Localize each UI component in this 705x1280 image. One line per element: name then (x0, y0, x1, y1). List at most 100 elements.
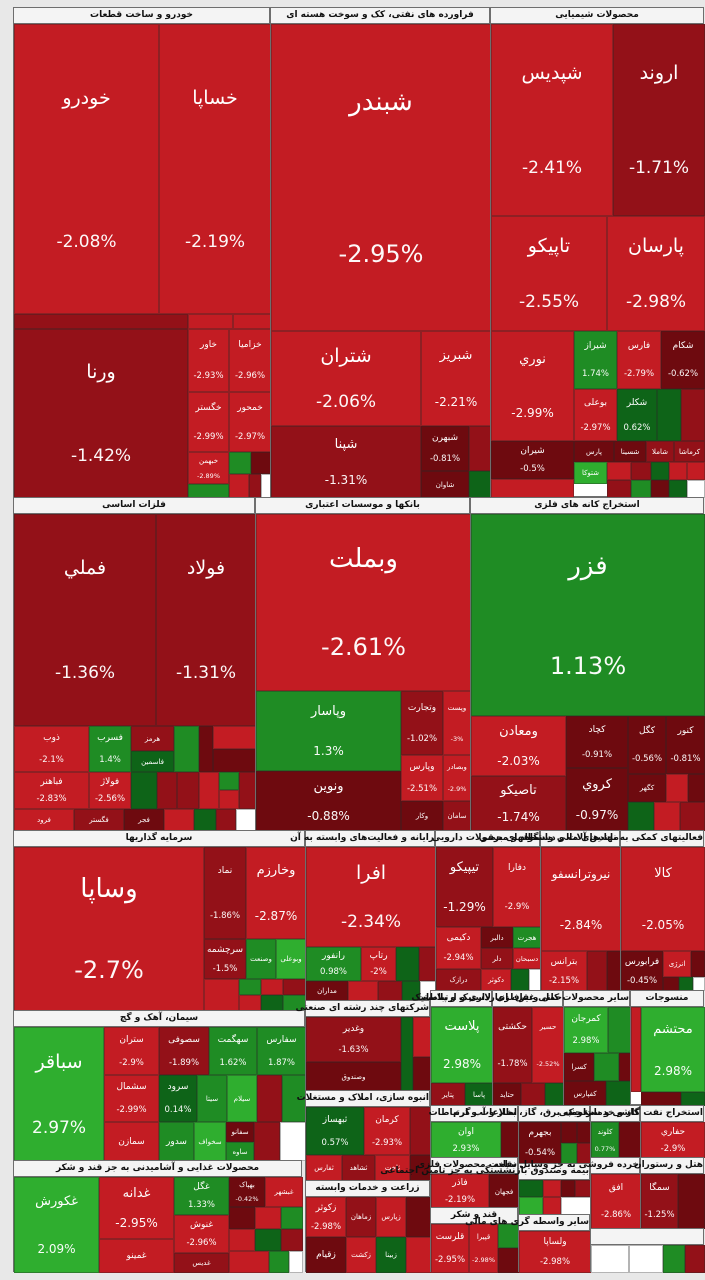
tile[interactable] (491, 479, 574, 498)
tile[interactable] (687, 462, 705, 480)
tile[interactable] (607, 462, 631, 480)
tile-غکورش[interactable]: غکورش 2.09% (14, 1177, 99, 1273)
tile-خاور[interactable]: خاور -2.93% (188, 329, 229, 392)
tile-شکلر[interactable]: شکلر 0.62% (617, 389, 657, 441)
tile-وامید[interactable] (413, 1017, 431, 1057)
tile-فملي[interactable]: فملي -1.36% (14, 514, 156, 726)
tile-سامان[interactable]: سامان (443, 801, 471, 831)
tile-دکیمی[interactable]: دکیمی -2.94% (436, 927, 481, 969)
tile-ثفارس[interactable]: ثفارس (306, 1155, 342, 1181)
tile-شیران[interactable]: شیران -0.5% (491, 441, 574, 479)
tile-غنوش[interactable]: غنوش -2.96% (174, 1215, 229, 1253)
tile-سباقر[interactable]: سباقر 2.97% (14, 1027, 104, 1161)
tile-کحافظ[interactable] (619, 1122, 641, 1158)
tile-ثامید[interactable] (410, 1107, 431, 1155)
tile-وتجارت[interactable]: وتجارت -1.02% (401, 691, 443, 755)
tile-دفارا[interactable]: دفارا -2.9% (493, 847, 541, 927)
tile[interactable] (289, 1251, 303, 1273)
tile-بکاب[interactable] (607, 951, 621, 991)
tile-افق[interactable]: افق -2.86% (591, 1174, 641, 1229)
tile[interactable] (239, 979, 261, 995)
tile-کهمدا[interactable] (594, 1053, 619, 1081)
tile[interactable] (188, 314, 233, 329)
tile-ثبهساز[interactable]: ثبهساز 0.57% (306, 1107, 364, 1155)
tile-فنوال[interactable] (131, 772, 157, 809)
tile[interactable] (219, 790, 239, 809)
tile-خودرو[interactable]: خودرو -2.08% (14, 24, 159, 314)
tile-حتاید[interactable]: حتاید (493, 1083, 521, 1106)
tile-تاصیکو[interactable]: تاصیکو -1.74% (471, 776, 566, 831)
tile-سصوفی[interactable]: سصوفی -1.89% (159, 1027, 209, 1075)
tile-شپدیس[interactable]: شپدیس -2.41% (491, 24, 613, 216)
tile-فجر[interactable]: فجر (124, 809, 164, 831)
tile-وبملت[interactable]: وبملت -2.61% (256, 514, 471, 691)
tile-بهپاک[interactable]: بهپاک -0.42% (229, 1177, 265, 1207)
tile-دتماد[interactable] (511, 969, 529, 991)
tile-آسیا[interactable] (575, 1180, 591, 1197)
tile-سرچشمه[interactable]: سرچشمه -1.5% (204, 939, 246, 979)
tile-شپنا[interactable]: شپنا -1.31% (271, 426, 421, 498)
tile-فسپا[interactable] (157, 772, 177, 809)
tile[interactable] (204, 979, 239, 1011)
tile-دلر[interactable]: دلر (481, 948, 513, 969)
tile-های وب[interactable] (501, 1122, 519, 1158)
tile-وپست[interactable]: وپست -3% (443, 691, 471, 755)
tile[interactable] (281, 1229, 303, 1251)
tile-ثاخت[interactable]: ثاخت (375, 1155, 410, 1181)
tile-گکوثر[interactable] (678, 1174, 705, 1229)
tile[interactable] (654, 802, 680, 831)
tile-قلرست[interactable]: قلرست -2.95% (431, 1224, 469, 1273)
tile-فزر[interactable]: فزر 1.13% (471, 514, 705, 716)
tile-وپارس[interactable]: وپارس -2.51% (401, 755, 443, 801)
tile[interactable] (251, 452, 271, 474)
tile-بترانس[interactable]: بترانس -2.15% (541, 951, 587, 991)
tile[interactable] (651, 462, 669, 480)
tile-سپ[interactable] (396, 947, 419, 981)
tile-سهگمت[interactable]: سهگمت 1.62% (209, 1027, 257, 1075)
tile-سشمال[interactable]: سشمال -2.99% (104, 1075, 159, 1122)
tile-زکوثر[interactable]: زکوثر -2.98% (306, 1197, 346, 1237)
tile-شبهرن[interactable]: شبهرن -0.81% (421, 426, 469, 471)
tile[interactable] (213, 726, 256, 749)
tile[interactable] (663, 977, 679, 991)
tile-بموتو[interactable] (587, 951, 607, 991)
tile-ورنا[interactable]: ورنا -1.42% (14, 329, 188, 498)
tile-وپاسار[interactable]: وپاسار 1.3% (256, 691, 401, 771)
tile-ومعادن[interactable]: ومعادن -2.03% (471, 716, 566, 776)
tile[interactable] (378, 981, 402, 1001)
tile-شکام[interactable]: شکام -0.62% (661, 331, 705, 389)
tile-غگل[interactable]: غگل 1.33% (174, 1177, 229, 1215)
tile-زشریف[interactable] (406, 1197, 431, 1237)
tile-پلاست[interactable]: پلاست 2.98% (431, 1007, 493, 1083)
tile-تیپیکو[interactable]: تیپیکو -1.29% (436, 847, 493, 927)
tile[interactable] (607, 480, 631, 498)
tile-کگل[interactable]: کگل -0.56% (628, 716, 666, 774)
tile-خساپا[interactable]: خساپا -2.19% (159, 24, 271, 314)
tile-هجرت[interactable]: هجرت (513, 927, 541, 948)
tile-غمارگ[interactable] (229, 1207, 255, 1229)
tile-شسپا[interactable] (469, 426, 491, 471)
tile[interactable] (283, 979, 306, 995)
tile-ستران[interactable]: ستران -2.9% (104, 1027, 159, 1075)
tile[interactable] (269, 1251, 289, 1273)
tile[interactable] (680, 802, 705, 831)
tile-هرمز[interactable]: هرمز (131, 726, 174, 751)
tile-غفارس[interactable] (255, 1229, 281, 1251)
tile[interactable] (561, 1197, 591, 1215)
tile-کچاد[interactable]: کچاد -0.91% (566, 716, 628, 768)
tile-سمازن[interactable]: سمازن (104, 1122, 159, 1161)
tile-شبندر[interactable]: شبندر -2.95% (271, 24, 491, 331)
tile-خبهمن[interactable]: خبهمن -2.89% (188, 452, 229, 484)
tile[interactable] (233, 314, 271, 329)
tile-حکشتی[interactable]: حکشتی -1.78% (493, 1007, 532, 1083)
tile[interactable] (651, 480, 669, 498)
tile[interactable] (687, 480, 705, 498)
tile-کمرجان[interactable]: کمرجان 2.98% (564, 1007, 608, 1053)
tile-تاپیکو[interactable]: تاپیکو -2.55% (491, 216, 607, 331)
tile[interactable] (631, 462, 651, 480)
tile-زپارس[interactable]: زپارس (376, 1197, 406, 1237)
tile-سخزر[interactable] (257, 1075, 282, 1122)
tile[interactable] (679, 977, 693, 991)
tile-ختور[interactable] (229, 452, 251, 474)
tile-نمرینو[interactable] (641, 1092, 681, 1106)
